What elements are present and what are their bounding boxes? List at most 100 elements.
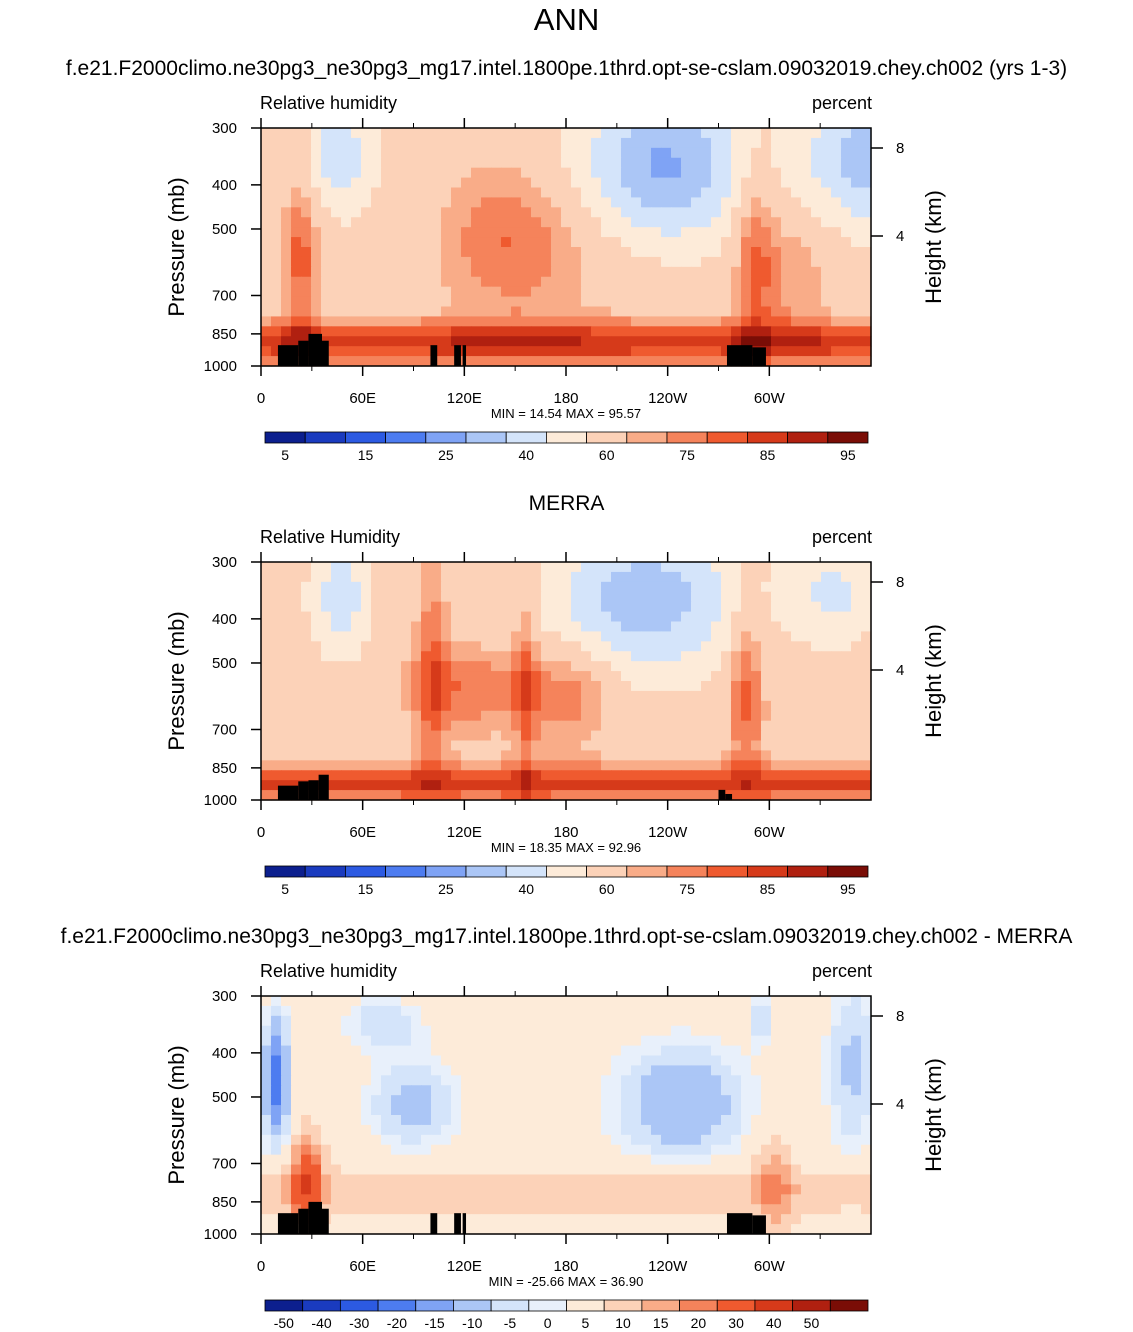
heatmap-cell bbox=[651, 740, 662, 752]
heatmap-cell bbox=[411, 1105, 422, 1116]
heatmap-cell bbox=[681, 346, 692, 357]
heatmap-cell bbox=[351, 671, 362, 682]
heatmap-cell bbox=[771, 336, 782, 347]
heatmap-cell bbox=[591, 750, 602, 761]
heatmap-cell bbox=[501, 346, 512, 357]
heatmap-cell bbox=[581, 247, 592, 258]
heatmap-cell bbox=[371, 651, 382, 662]
heatmap-cell bbox=[691, 286, 702, 298]
heatmap-cell bbox=[741, 306, 752, 318]
heatmap-cell bbox=[841, 571, 852, 583]
heatmap-cell bbox=[451, 1154, 462, 1166]
heatmap-cell bbox=[721, 1075, 732, 1086]
heatmap-cell bbox=[801, 601, 812, 613]
heatmap-cell bbox=[321, 1005, 332, 1017]
heatmap-cell bbox=[431, 700, 442, 712]
heatmap-cell bbox=[621, 631, 632, 642]
heatmap-cell bbox=[661, 1005, 672, 1017]
heatmap-cell bbox=[801, 286, 812, 298]
heatmap-cell bbox=[341, 147, 352, 159]
heatmap-cell bbox=[781, 571, 792, 583]
heatmap-cell bbox=[781, 690, 792, 702]
heatmap-cell bbox=[401, 316, 412, 327]
heatmap-cell bbox=[591, 1154, 602, 1166]
heatmap-cell bbox=[581, 177, 592, 189]
heatmap-cell bbox=[461, 710, 472, 722]
heatmap-cell bbox=[361, 187, 372, 199]
heatmap-cell bbox=[581, 710, 592, 722]
heatmap-cell bbox=[821, 286, 832, 298]
heatmap-cell bbox=[471, 1005, 482, 1017]
heatmap-cell bbox=[281, 1144, 292, 1156]
heatmap-cell bbox=[661, 1095, 672, 1106]
heatmap-cell bbox=[311, 1025, 322, 1037]
heatmap-cell bbox=[761, 611, 772, 623]
heatmap-cell bbox=[521, 1214, 532, 1225]
heatmap-cell bbox=[571, 346, 582, 357]
heatmap-cell bbox=[381, 346, 392, 357]
heatmap-cell bbox=[751, 611, 762, 623]
heatmap-cell bbox=[441, 1224, 452, 1235]
heatmap-cell bbox=[291, 1005, 302, 1017]
heatmap-cell bbox=[381, 681, 392, 692]
heatmap-cell bbox=[761, 760, 772, 771]
heatmap-cell bbox=[461, 641, 472, 652]
heatmap-cell bbox=[261, 661, 272, 672]
heatmap-cell bbox=[371, 227, 382, 238]
heatmap-cell bbox=[781, 128, 792, 139]
heatmap-cell bbox=[721, 1124, 732, 1136]
heatmap-cell bbox=[361, 780, 372, 791]
heatmap-cell bbox=[811, 346, 822, 357]
heatmap-cell bbox=[631, 256, 642, 268]
heatmap-cell bbox=[741, 247, 752, 258]
heatmap-cell bbox=[631, 266, 642, 278]
heatmap-cell bbox=[441, 207, 452, 218]
heatmap-cell bbox=[441, 217, 452, 228]
heatmap-cell bbox=[621, 690, 632, 702]
heatmap-cell bbox=[361, 681, 372, 692]
heatmap-cell bbox=[601, 1124, 612, 1136]
heatmap-cell bbox=[631, 581, 642, 593]
heatmap-cell bbox=[371, 562, 382, 573]
heatmap-cell bbox=[721, 167, 732, 179]
heatmap-cell bbox=[271, 346, 282, 357]
heatmap-cell bbox=[431, 276, 442, 288]
heatmap-cell bbox=[501, 730, 512, 742]
heatmap-cell bbox=[591, 1095, 602, 1106]
heatmap-cell bbox=[441, 562, 452, 573]
heatmap-cell bbox=[491, 1204, 502, 1215]
heatmap-cell bbox=[381, 581, 392, 593]
heatmap-cell bbox=[721, 1035, 732, 1047]
heatmap-cell bbox=[351, 770, 362, 781]
heatmap-cell bbox=[761, 1065, 772, 1076]
heatmap-cell bbox=[441, 177, 452, 189]
heatmap-cell bbox=[631, 296, 642, 308]
heatmap-cell bbox=[821, 207, 832, 218]
heatmap-cell bbox=[551, 641, 562, 652]
heatmap-cell bbox=[701, 750, 712, 761]
heatmap-cell bbox=[771, 1184, 782, 1195]
heatmap-cell bbox=[831, 147, 842, 159]
heatmap-cell bbox=[851, 128, 862, 139]
heatmap-cell bbox=[711, 1154, 722, 1166]
heatmap-cell bbox=[381, 1105, 392, 1116]
heatmap-cell bbox=[291, 1184, 302, 1195]
heatmap-cell bbox=[711, 296, 722, 308]
heatmap-cell bbox=[561, 631, 572, 642]
heatmap-cell bbox=[471, 336, 482, 347]
heatmap-cell bbox=[501, 996, 512, 1007]
heatmap-cell bbox=[621, 571, 632, 583]
heatmap-cell bbox=[331, 621, 342, 633]
heatmap-cell bbox=[611, 1065, 622, 1076]
heatmap-cell bbox=[501, 1194, 512, 1205]
heatmap-cell bbox=[421, 661, 432, 672]
heatmap-cell bbox=[741, 1055, 752, 1067]
heatmap-cell bbox=[301, 247, 312, 258]
heatmap-cell bbox=[741, 562, 752, 573]
heatmap-cell bbox=[811, 571, 822, 583]
heatmap-cell bbox=[771, 247, 782, 258]
heatmap-cell bbox=[821, 137, 832, 149]
heatmap-cell bbox=[801, 681, 812, 692]
heatmap-cell bbox=[721, 1005, 732, 1017]
topography-mask bbox=[318, 774, 329, 800]
